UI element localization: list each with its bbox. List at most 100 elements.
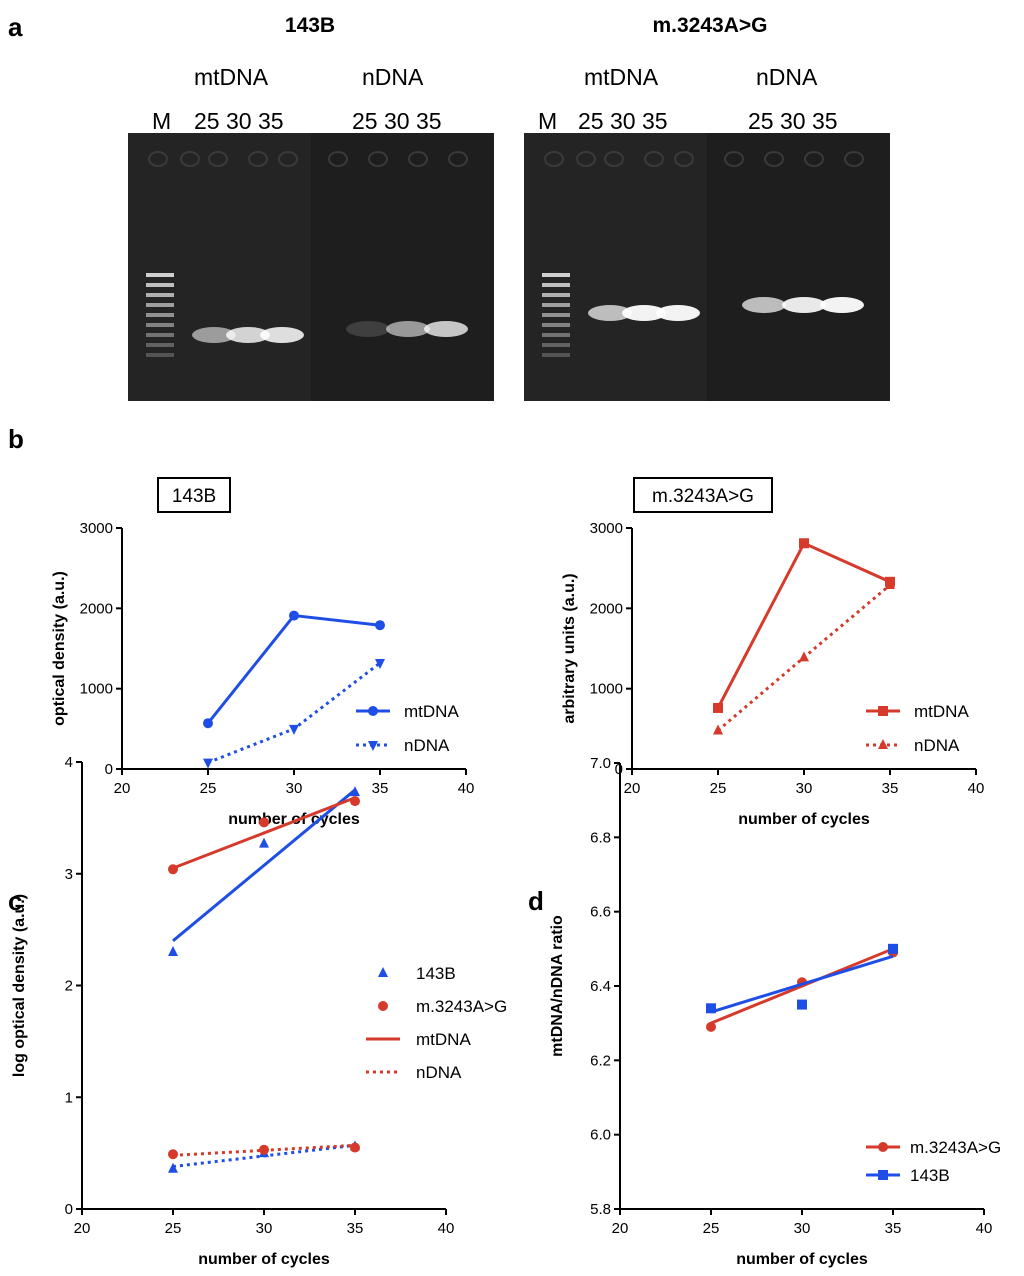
ladder-band — [146, 313, 174, 317]
x-tick-label: 25 — [200, 780, 217, 797]
boxed-title-frame — [157, 477, 231, 513]
legend-marker — [878, 739, 888, 749]
gel2-ndna-lanes: 25 30 35 — [748, 108, 838, 134]
gel-well — [180, 151, 200, 167]
gel-well — [278, 151, 298, 167]
gel1-ndna-lanes: 25 30 35 — [352, 108, 442, 134]
data-point-nDNA — [289, 724, 299, 735]
data-point-m.3243A>G — [259, 817, 269, 828]
ladder-band — [542, 343, 570, 347]
data-point-m.3243A>G — [706, 1021, 716, 1032]
y-tick-label: 6.2 — [590, 1052, 611, 1069]
y-tick-label: 7.0 — [590, 755, 611, 772]
x-tick-label: 25 — [710, 780, 727, 797]
legend-label: 143B — [910, 1166, 950, 1185]
data-point-mtDNA — [203, 718, 213, 729]
gel-well — [368, 151, 388, 167]
y-tick-label: 5.8 — [590, 1201, 611, 1218]
boxed-title-frame — [633, 477, 773, 513]
gel-well — [576, 151, 596, 167]
data-point-143B — [259, 837, 269, 848]
legend-label: nDNA — [914, 736, 960, 755]
y-tick-label: 4 — [65, 754, 73, 771]
y-tick-label: 6.0 — [590, 1127, 611, 1144]
band-ndna — [386, 321, 430, 337]
ladder-band — [146, 293, 174, 297]
data-point-m.3243A>G — [259, 1144, 269, 1155]
ladder-band — [542, 313, 570, 317]
gel-image-mutant — [524, 133, 890, 401]
y-tick-label: 1000 — [590, 681, 623, 698]
chart-b-right: m.3243A>G 20 25 30 35 40 0 1000 2000 3000 number o… — [561, 477, 985, 828]
data-point-143B — [706, 1003, 716, 1014]
y-tick-label: 0 — [65, 1201, 73, 1218]
data-point-mtDNA — [375, 620, 385, 631]
gel-well — [844, 151, 864, 167]
legend-marker — [878, 1142, 888, 1152]
legend-label: mtDNA — [404, 702, 459, 721]
legend-label: m.3243A>G — [910, 1138, 1001, 1157]
gel1-ndna-label: nDNA — [362, 64, 424, 90]
legend-label: nDNA — [404, 736, 450, 755]
band-ndna — [820, 297, 864, 313]
x-tick-label: 35 — [347, 1220, 364, 1237]
panel-letter-a: a — [8, 12, 23, 42]
x-tick-label: 35 — [885, 1220, 902, 1237]
x-axis-title: number of cycles — [198, 1251, 330, 1268]
gel-well — [644, 151, 664, 167]
fit-line-mtDNA — [172, 788, 356, 942]
ladder-band — [146, 273, 174, 277]
y-axis-title: arbitrary units (a.u.) — [561, 573, 578, 723]
ladder-band — [542, 323, 570, 327]
panel-letter-b: b — [8, 424, 24, 454]
y-tick-label: 3000 — [590, 520, 623, 537]
x-tick-label: 40 — [438, 1220, 455, 1237]
gel-well — [764, 151, 784, 167]
x-tick-label: 20 — [114, 780, 131, 797]
data-point-mtDNA — [713, 702, 723, 713]
legend-marker — [378, 1001, 388, 1011]
gel-well — [724, 151, 744, 167]
y-tick-label: 3 — [65, 866, 73, 883]
data-point-143B — [168, 945, 178, 956]
data-point-mtDNA — [289, 610, 299, 621]
y-tick-label: 2000 — [590, 600, 623, 617]
data-point-143B — [797, 999, 807, 1010]
ladder-band — [146, 303, 174, 307]
panel-letter-c: c — [8, 886, 23, 916]
ladder-band — [542, 273, 570, 277]
data-point-m.3243A>G — [350, 796, 360, 807]
gel-well — [544, 151, 564, 167]
gel-half-left — [128, 133, 311, 401]
band-mtdna — [192, 327, 236, 343]
band-mtdna — [226, 327, 270, 343]
gel-half-right — [707, 133, 890, 401]
y-axis-title: mtDNA/nDNA ratio — [549, 915, 566, 1057]
data-point-nDNA — [799, 651, 809, 662]
x-tick-label: 20 — [624, 780, 641, 797]
gel1-mtdna-lanes: 25 30 35 — [194, 108, 284, 134]
gel2-mtdna-lanes: 25 30 35 — [578, 108, 668, 134]
y-tick-label: 6.6 — [590, 904, 611, 921]
x-tick-label: 40 — [968, 780, 985, 797]
gel-well — [674, 151, 694, 167]
x-tick-label: 30 — [256, 1220, 273, 1237]
legend-marker — [368, 741, 378, 751]
gel2-mtdna-label: mtDNA — [584, 64, 659, 90]
legend-marker — [378, 967, 388, 977]
ladder-band — [146, 323, 174, 327]
gel-well — [604, 151, 624, 167]
data-point-mtDNA — [799, 538, 809, 549]
panel-letter-d: d — [528, 886, 544, 916]
y-tick-label: 0 — [615, 761, 623, 778]
y-tick-label: 0 — [105, 761, 113, 778]
fit-line-mtDNA — [172, 796, 356, 870]
ladder-band — [542, 353, 570, 357]
band-ndna — [424, 321, 468, 337]
ladder-band — [542, 333, 570, 337]
boxed-title: m.3243A>G — [652, 486, 754, 507]
x-tick-label: 20 — [74, 1220, 91, 1237]
series-line-nDNA — [207, 661, 381, 764]
data-point-m.3243A>G — [168, 1149, 178, 1160]
